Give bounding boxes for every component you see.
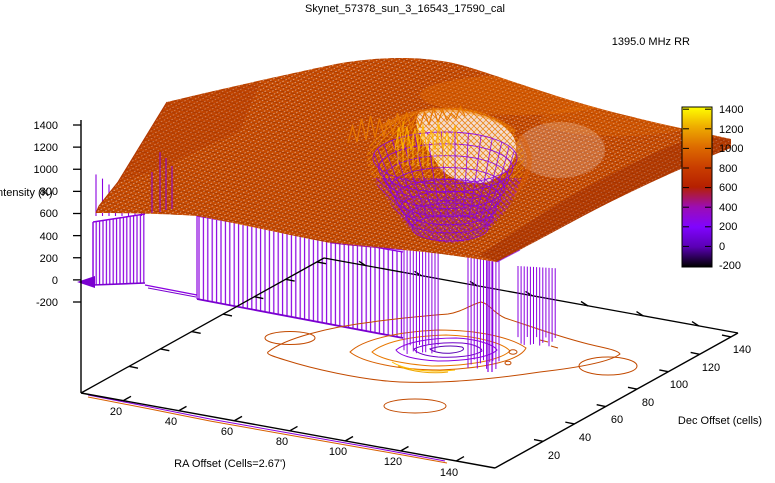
surface-left-edge xyxy=(95,101,168,214)
crater-pit-speckle xyxy=(405,196,495,240)
colorbar-label: 1200 xyxy=(719,124,743,136)
contour-yellow-arc2 xyxy=(397,365,449,374)
legend-label: 1395.0 MHz RR xyxy=(612,36,690,48)
z-axis-ticks xyxy=(73,124,81,303)
z-tick-label: 1400 xyxy=(34,120,58,132)
z-tick-label: 1000 xyxy=(34,164,58,176)
y-tick-label: 20 xyxy=(548,450,560,462)
contour-speck3 xyxy=(539,339,559,349)
y-axis-mirror-ticks xyxy=(128,261,327,369)
colorbar-ticks xyxy=(683,108,711,267)
contour-blob-bottom xyxy=(383,398,447,414)
z-axis-title: Intensity (K) xyxy=(0,187,53,199)
y-axis-title: Dec Offset (cells) xyxy=(678,415,762,427)
base-contours xyxy=(87,301,638,464)
y-tick-label: 40 xyxy=(579,432,591,444)
contour-speck2 xyxy=(504,360,512,366)
legend: 1395.0 MHz RR xyxy=(612,36,742,48)
contour-yellow-arc1 xyxy=(391,361,456,372)
x-tick-label: 20 xyxy=(110,406,122,418)
x-tick-label: 140 xyxy=(440,467,458,478)
contour-edge-line-violet xyxy=(87,394,446,462)
y-tick-label: 100 xyxy=(670,379,688,391)
colorbar-label: 800 xyxy=(719,163,737,175)
colorbar-labels: 1400 1200 1000 800 600 400 200 0 -200 xyxy=(719,104,743,272)
z-axis-labels: 1400 1200 1000 800 600 400 200 0 -200 xyxy=(34,120,58,309)
left-violet-spikes xyxy=(151,152,173,213)
contour-edge-line-orange xyxy=(87,396,448,464)
z-tick-label: 400 xyxy=(40,231,58,243)
x-axis-mirror-ticks xyxy=(358,260,700,327)
colorbar-label: 0 xyxy=(719,241,725,253)
z-tick-label: -200 xyxy=(36,297,58,309)
colorbar-label: -200 xyxy=(719,260,741,272)
x-axis-ticks xyxy=(122,395,465,462)
z-tick-label: 800 xyxy=(40,186,58,198)
x-tick-label: 40 xyxy=(165,416,177,428)
z-tick-label: 0 xyxy=(52,275,58,287)
x-axis-line xyxy=(80,392,496,469)
zero-level-ledge xyxy=(77,276,95,288)
surface-smooth-dome xyxy=(515,122,605,178)
y-tick-label: 140 xyxy=(733,344,751,356)
z-tick-label: 600 xyxy=(40,208,58,220)
z-tick-label: 200 xyxy=(40,253,58,265)
contour-blob-left xyxy=(264,331,316,345)
contour-violet-ring1 xyxy=(395,337,498,362)
x-axis-title: RA Offset (Cells=2.67') xyxy=(174,458,286,470)
colorbar-label: 600 xyxy=(719,182,737,194)
y-tick-label: 60 xyxy=(611,414,623,426)
base-back-edges xyxy=(80,257,739,394)
y-axis-line xyxy=(494,332,739,469)
contour-speck1 xyxy=(508,349,518,355)
contour-outer xyxy=(267,301,621,383)
contour-violet-ring2 xyxy=(413,342,483,358)
z-tick-label: 1200 xyxy=(34,142,58,154)
colorbar-label: 1400 xyxy=(719,104,743,116)
x-tick-label: 120 xyxy=(384,456,402,468)
surface-shade-front xyxy=(480,137,731,262)
plot-title: Skynet_57378_sun_3_16543_17590_cal xyxy=(305,3,505,15)
y-tick-label: 120 xyxy=(702,362,720,374)
contour-violet-ring3 xyxy=(429,345,465,354)
crater-rim-spikes xyxy=(347,104,466,166)
colorbar-label: 200 xyxy=(719,221,737,233)
x-axis-labels: 20 40 60 80 100 120 140 xyxy=(110,406,458,479)
colorbar-label: 1000 xyxy=(719,143,743,155)
x-tick-label: 100 xyxy=(329,446,347,458)
crater-drop-line-bundles xyxy=(403,250,556,369)
contour-blob-right xyxy=(578,356,638,376)
back-left-base-edge xyxy=(80,257,325,394)
x-tick-label: 60 xyxy=(221,426,233,438)
y-axis-ticks xyxy=(533,334,732,443)
colorbar-label: 400 xyxy=(719,202,737,214)
surface-front-fringe xyxy=(329,242,521,263)
axes-front xyxy=(80,120,739,469)
y-axis-labels: 20 40 60 80 100 120 140 xyxy=(548,344,751,462)
surface-shade-back-left xyxy=(118,83,260,182)
y-tick-label: 80 xyxy=(642,397,654,409)
colorbar: 1400 1200 1000 800 600 400 200 0 -200 xyxy=(681,104,743,272)
colorbar-gradient xyxy=(681,106,713,268)
x-tick-label: 80 xyxy=(276,436,288,448)
